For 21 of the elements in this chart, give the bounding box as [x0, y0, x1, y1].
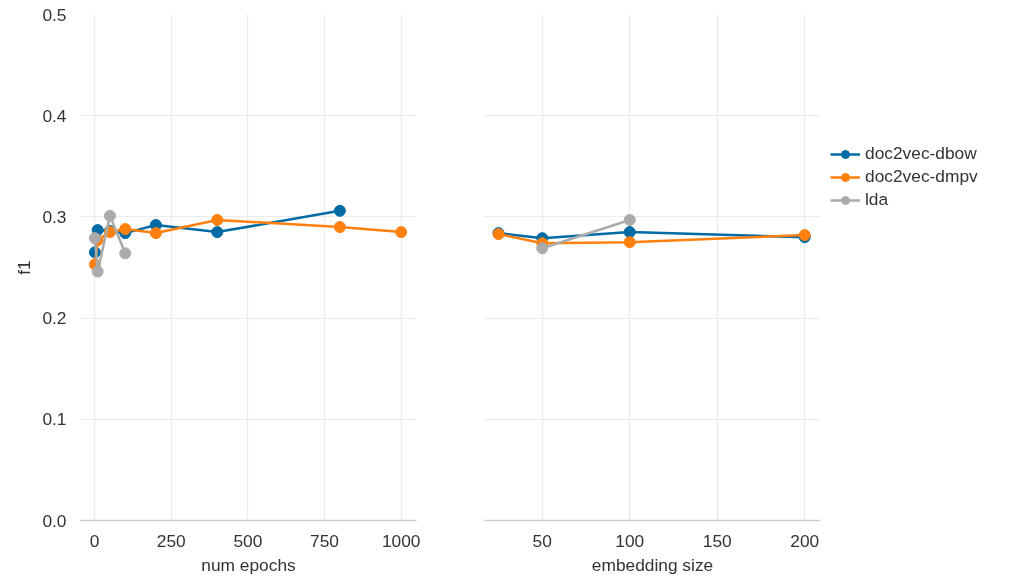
y-tick-label: 0.5: [42, 4, 67, 25]
x-tick-label: 150: [702, 530, 732, 551]
y-tick-label: 0.0: [42, 510, 67, 531]
y-axis-title: f1: [14, 260, 35, 275]
x-tick-label: 750: [310, 530, 339, 551]
x-tick-label: 0: [89, 530, 100, 551]
legend-label: doc2vec-dmpv: [865, 166, 978, 187]
legend-label: lda: [865, 189, 889, 210]
x-tick-label: 500: [233, 530, 263, 551]
x-axis-title: embedding size: [591, 554, 714, 575]
y-tick-label: 0.3: [42, 206, 67, 227]
y-tick-label: 0.2: [42, 308, 67, 329]
x-tick-label: 250: [156, 530, 186, 551]
x-axis-title: num epochs: [201, 554, 297, 575]
x-tick-label: 200: [790, 530, 820, 551]
legend-label: doc2vec-dbow: [865, 143, 977, 164]
x-tick-label: 100: [615, 530, 645, 551]
x-tick-label: 1000: [381, 530, 421, 551]
y-tick-label: 0.4: [42, 105, 67, 126]
y-tick-label: 0.1: [42, 409, 67, 430]
x-tick-label: 50: [532, 530, 552, 551]
